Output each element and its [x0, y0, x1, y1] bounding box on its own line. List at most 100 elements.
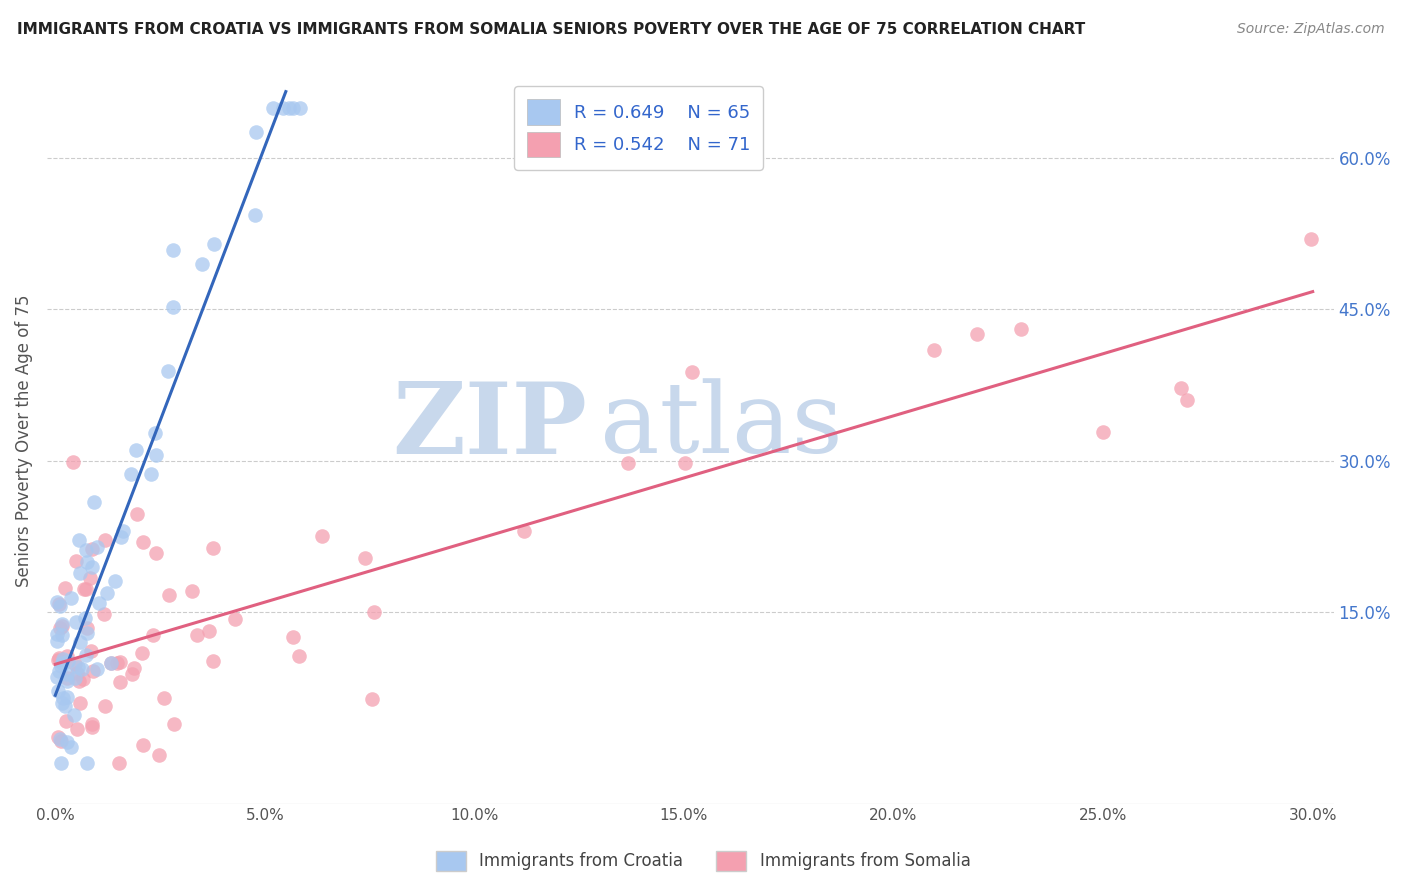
Point [56, 673, 79, 688]
Point [48, 651, 70, 665]
Point [288, 101, 311, 115]
Point [617, 456, 640, 470]
Point [281, 101, 304, 115]
Point [69, 533, 91, 547]
Point [131, 646, 153, 660]
Point [94, 533, 117, 547]
Point [105, 656, 128, 670]
Point [51, 619, 73, 633]
Point [82, 541, 104, 556]
Point [49, 658, 72, 673]
Point [121, 666, 143, 681]
Point [53, 581, 76, 595]
Point [46, 731, 69, 745]
Point [271, 101, 294, 115]
Point [262, 101, 284, 115]
Point [162, 717, 184, 731]
Point [76, 621, 98, 635]
Point [56, 735, 79, 749]
Point [145, 448, 167, 462]
Point [202, 236, 225, 251]
Point [360, 692, 382, 706]
Point [111, 524, 134, 539]
Point [52, 691, 75, 706]
Point [157, 589, 180, 603]
Text: ZIP: ZIP [392, 377, 588, 475]
Point [66, 722, 89, 736]
Point [49, 733, 72, 747]
Point [110, 530, 132, 544]
Point [100, 656, 122, 670]
Point [59, 591, 82, 605]
Point [51, 628, 73, 642]
Point [201, 654, 224, 668]
Y-axis label: Seniors Poverty Over the Age of 75: Seniors Poverty Over the Age of 75 [15, 294, 32, 587]
Point [922, 343, 945, 358]
Point [93, 607, 115, 621]
Point [46, 595, 69, 609]
Point [56, 648, 79, 663]
Point [132, 738, 155, 752]
Point [94, 699, 117, 714]
Point [141, 467, 163, 482]
Point [67, 660, 90, 674]
Point [277, 101, 299, 115]
Point [60, 739, 83, 754]
Point [69, 635, 91, 649]
Point [72, 672, 94, 686]
Point [110, 674, 132, 689]
Point [202, 541, 225, 555]
Point [56, 672, 79, 686]
Point [145, 546, 167, 560]
Point [83, 494, 105, 508]
Point [120, 467, 142, 482]
Point [75, 582, 97, 596]
Point [1175, 393, 1198, 408]
Point [56, 654, 79, 668]
Point [80, 559, 103, 574]
Point [198, 624, 221, 639]
Point [65, 615, 87, 629]
Point [1301, 232, 1323, 246]
Point [153, 691, 176, 706]
Point [108, 656, 131, 670]
Point [157, 364, 180, 378]
Point [46, 627, 69, 641]
Point [89, 596, 111, 610]
Point [132, 534, 155, 549]
Point [1092, 425, 1115, 440]
Point [1170, 381, 1192, 395]
Point [673, 456, 696, 470]
Point [46, 684, 69, 698]
Point [51, 696, 73, 710]
Point [513, 524, 536, 539]
Point [75, 611, 97, 625]
Point [49, 756, 72, 771]
Point [46, 634, 69, 648]
Point [76, 756, 98, 771]
Point [82, 720, 104, 734]
Point [191, 256, 214, 270]
Point [70, 662, 93, 676]
Point [66, 665, 89, 680]
Point [127, 507, 149, 521]
Text: atlas: atlas [600, 378, 844, 474]
Point [65, 657, 87, 672]
Point [142, 628, 165, 642]
Point [48, 732, 70, 747]
Point [75, 648, 97, 662]
Point [67, 673, 90, 688]
Point [180, 584, 202, 599]
Point [73, 582, 96, 596]
Point [245, 125, 267, 139]
Point [681, 365, 703, 379]
Point [281, 630, 304, 644]
Point [53, 698, 76, 713]
Point [56, 666, 79, 681]
Point [46, 670, 69, 684]
Point [76, 555, 98, 569]
Point [62, 455, 84, 469]
Point [69, 697, 91, 711]
Point [48, 653, 70, 667]
Point [51, 657, 73, 671]
